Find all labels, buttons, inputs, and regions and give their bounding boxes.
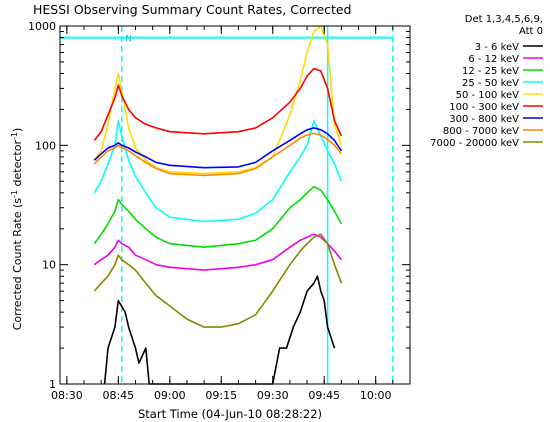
x-tick-label: 08:30	[51, 389, 83, 402]
y-tick-label: 100	[35, 139, 56, 152]
x-axis-label: Start Time (04-Jun-10 08:28:22)	[138, 407, 322, 421]
x-tick-label: 09:30	[257, 389, 289, 402]
x-tick-label: 09:00	[154, 389, 186, 402]
series-line-1	[103, 275, 336, 385]
series-line-4	[93, 120, 343, 223]
y-tick-label: 1	[49, 378, 56, 391]
y-axis-label: Corrected Count Rate (s-1 detector-1)	[10, 128, 24, 331]
legend-label: 100 - 300 keV	[449, 102, 519, 113]
series-line-5	[93, 25, 343, 175]
x-tick-label: 08:45	[102, 389, 134, 402]
legend-label: 3 - 6 keV	[475, 42, 519, 53]
series-line-6	[93, 67, 343, 141]
svg-text:Corrected Count Rate (s-1 dete: Corrected Count Rate (s-1 detector-1)	[10, 128, 24, 331]
series-line-3	[93, 185, 343, 248]
y-tick-label: 1000	[28, 20, 56, 33]
axes: 1 10 100 1000 08:30 08:45 09:00 09:15 09:30 09:45…	[28, 20, 411, 402]
legend-header-line-2: Att 0	[519, 26, 543, 37]
legend-header-line-1: Det 1,3,4,5,6,9,	[465, 14, 543, 25]
chart-title: HESSI Observing Summary Count Rates, Cor…	[33, 2, 352, 17]
legend-label: 50 - 100 keV	[456, 90, 520, 101]
y-tick-label: 10	[42, 259, 56, 272]
legend-label: 12 - 25 keV	[462, 66, 519, 77]
x-tick-label: 09:45	[308, 389, 340, 402]
series-line-7	[93, 127, 343, 169]
series-line-9	[93, 233, 343, 328]
annotation-label: N	[125, 35, 132, 45]
plot-area: N	[60, 25, 394, 385]
legend-label: 800 - 7000 keV	[443, 126, 519, 137]
x-tick-label: 10:00	[360, 389, 392, 402]
series-line-2	[93, 233, 343, 271]
legend-label: 300 - 800 keV	[449, 114, 519, 125]
x-tick-label: 09:15	[205, 389, 237, 402]
legend-label: 6 - 12 keV	[468, 54, 519, 65]
series-line-8	[93, 132, 343, 177]
plot-frame	[59, 25, 411, 385]
legend-label: 7000 - 20000 keV	[430, 138, 519, 149]
legend-label: 25 - 50 keV	[462, 78, 519, 89]
